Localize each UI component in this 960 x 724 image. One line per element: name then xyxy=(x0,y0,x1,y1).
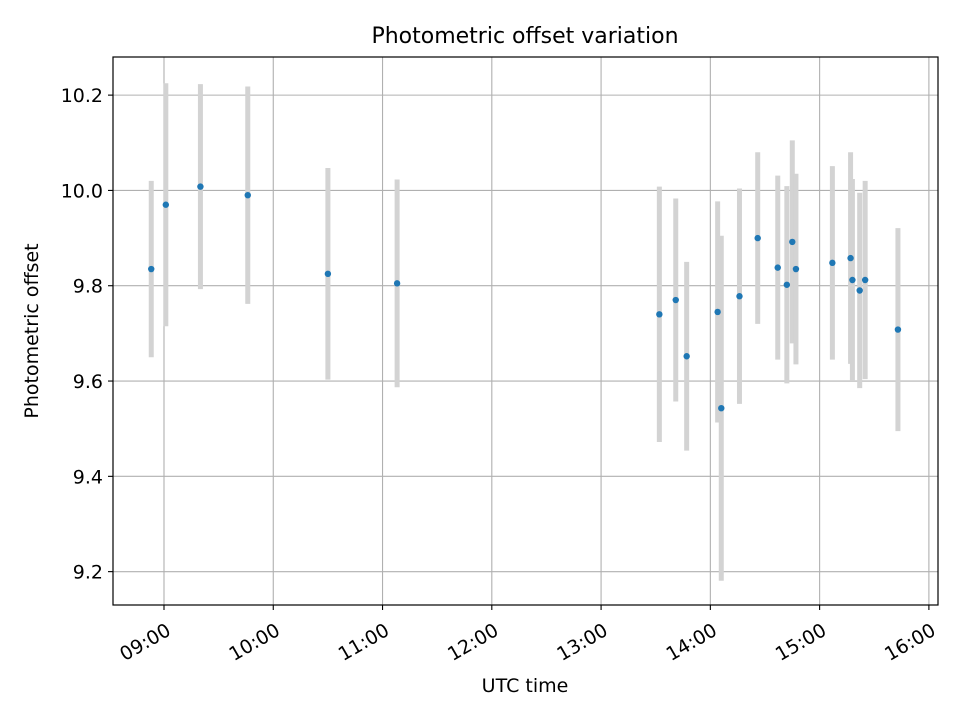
x-axis-label: UTC time xyxy=(482,675,569,697)
y-axis-ticks: 9.2 9.4 9.6 9.8 10.0 10.2 xyxy=(61,85,113,584)
y-axis-label: Photometric offset xyxy=(21,243,43,418)
chart-title: Photometric offset variation xyxy=(371,24,678,49)
data-points xyxy=(148,183,902,412)
y-tick-label: 9.4 xyxy=(73,466,103,488)
data-point xyxy=(783,281,791,288)
data-point xyxy=(714,308,721,316)
data-point xyxy=(718,404,725,412)
data-point xyxy=(244,191,251,199)
data-point xyxy=(736,293,743,300)
data-point xyxy=(829,259,836,267)
data-point xyxy=(656,311,663,318)
data-point xyxy=(754,234,761,242)
data-point xyxy=(324,270,332,278)
grid xyxy=(113,57,938,605)
data-point xyxy=(774,264,781,271)
data-point xyxy=(148,265,155,273)
y-tick-label: 10.2 xyxy=(61,85,103,107)
data-point xyxy=(393,280,401,287)
y-tick-label: 10.0 xyxy=(61,180,103,202)
y-tick-label: 9.2 xyxy=(73,562,103,584)
data-point xyxy=(856,287,863,294)
data-point xyxy=(847,254,854,262)
data-point xyxy=(789,238,796,246)
data-point xyxy=(683,353,690,360)
data-point xyxy=(861,276,869,284)
data-point xyxy=(162,201,170,208)
y-tick-label: 9.6 xyxy=(73,371,103,393)
data-point xyxy=(849,276,856,284)
plot-frame xyxy=(112,56,939,606)
data-point xyxy=(894,326,902,333)
data-point xyxy=(792,265,800,273)
data-point xyxy=(672,296,679,304)
data-point xyxy=(197,183,204,190)
y-tick-label: 9.8 xyxy=(73,276,103,298)
